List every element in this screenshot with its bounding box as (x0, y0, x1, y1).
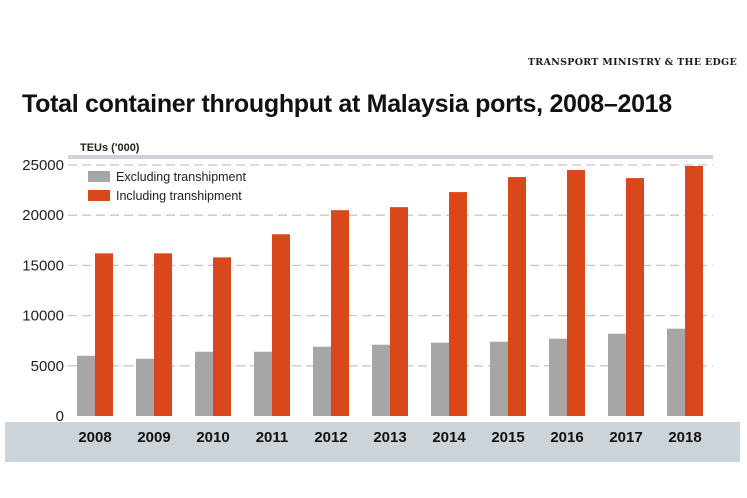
bar-including-2017 (626, 178, 644, 416)
bar-excluding-2008 (77, 355, 95, 416)
y-tick-label: 25000 (22, 157, 64, 174)
y-axis-ticks: 0 5000 10000 15000 20000 25000 (22, 157, 64, 425)
source-credit: TRANSPORT MINISTRY & THE EDGE (527, 57, 737, 68)
bar-including-2012 (331, 210, 349, 416)
legend-swatch (88, 190, 110, 201)
bar-excluding-2015 (490, 341, 508, 416)
x-tick-label: 2016 (550, 429, 583, 446)
bars (77, 166, 703, 416)
x-tick-label: 2018 (668, 429, 701, 446)
x-axis-band (5, 422, 740, 462)
x-tick-label: 2015 (491, 429, 524, 446)
bar-excluding-2010 (195, 351, 213, 416)
bar-including-2011 (272, 234, 290, 416)
legend-swatch (88, 171, 110, 182)
x-tick-label: 2017 (609, 429, 642, 446)
bar-excluding-2013 (372, 344, 390, 416)
bar-excluding-2011 (254, 351, 272, 416)
x-tick-label: 2013 (373, 429, 406, 446)
y-tick-label: 15000 (22, 257, 64, 274)
bar-including-2009 (154, 253, 172, 416)
legend: Excluding transhipment Including tranship… (88, 170, 246, 203)
bar-excluding-2012 (313, 346, 331, 416)
x-axis-ticks: 2008 2009 2010 2011 2012 2013 2014 2015 2016 2017… (78, 429, 701, 446)
bar-excluding-2009 (136, 358, 154, 416)
bar-including-2015 (508, 177, 526, 416)
top-axis-bar (68, 155, 713, 159)
legend-label: Including transhipment (116, 189, 242, 203)
bar-including-2013 (390, 207, 408, 416)
x-tick-label: 2012 (314, 429, 347, 446)
bar-excluding-2014 (431, 342, 449, 416)
y-axis-label: TEUs ('000) (80, 142, 140, 154)
legend-label: Excluding transhipment (116, 170, 246, 184)
bar-including-2018 (685, 166, 703, 416)
bar-including-2010 (213, 257, 231, 416)
x-tick-label: 2014 (432, 429, 466, 446)
bar-excluding-2018 (667, 328, 685, 416)
x-tick-label: 2009 (137, 429, 170, 446)
x-tick-label: 2008 (78, 429, 111, 446)
bar-including-2008 (95, 253, 113, 416)
bar-excluding-2016 (549, 338, 567, 416)
x-tick-label: 2011 (256, 429, 289, 446)
bar-excluding-2017 (608, 333, 626, 416)
y-tick-label: 20000 (22, 207, 64, 224)
y-tick-label: 0 (56, 408, 64, 425)
bar-including-2014 (449, 192, 467, 416)
y-tick-label: 10000 (22, 308, 64, 325)
x-tick-label: 2010 (196, 429, 229, 446)
bar-including-2016 (567, 170, 585, 416)
chart-title: Total container throughput at Malaysia p… (22, 90, 672, 118)
y-tick-label: 5000 (31, 358, 64, 375)
